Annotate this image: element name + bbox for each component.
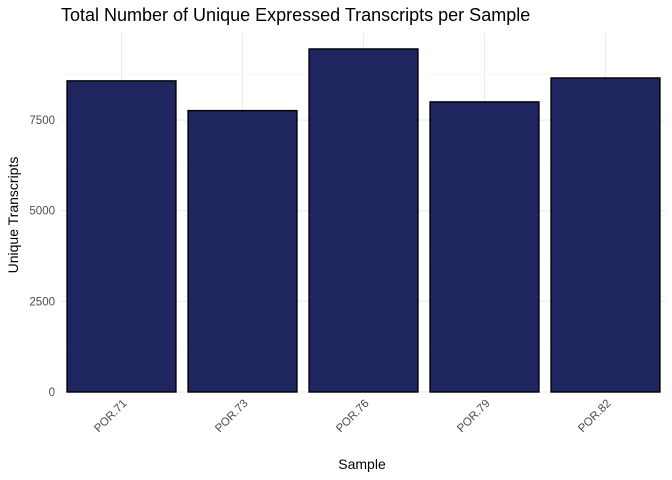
bar-por-73	[187, 109, 298, 393]
bar-por-76	[308, 48, 419, 393]
x-tick-label: POR.71	[92, 398, 129, 435]
x-axis-title: Sample	[338, 456, 386, 472]
y-axis-title: Unique Transcripts	[5, 157, 21, 274]
x-tick-label: POR.73	[213, 398, 250, 435]
x-tick-label: POR.76	[334, 398, 371, 435]
y-tick-label: 0	[49, 387, 55, 399]
y-tick-label: 5000	[29, 206, 55, 218]
bar-por-79	[429, 101, 540, 393]
y-axis-tick-labels: 0 2500 5000 7500	[29, 115, 55, 399]
x-axis-tick-labels: POR.71 POR.73 POR.76 POR.79 POR.82	[92, 398, 613, 435]
x-tick-label: POR.82	[576, 398, 613, 435]
bar-por-82	[550, 77, 661, 393]
y-tick-label: 2500	[29, 296, 55, 308]
bars	[66, 48, 661, 393]
bar-por-71	[66, 80, 177, 393]
y-tick-label: 7500	[29, 115, 55, 127]
x-tick-label: POR.79	[455, 398, 492, 435]
chart-title: Total Number of Unique Expressed Transcr…	[61, 5, 530, 25]
